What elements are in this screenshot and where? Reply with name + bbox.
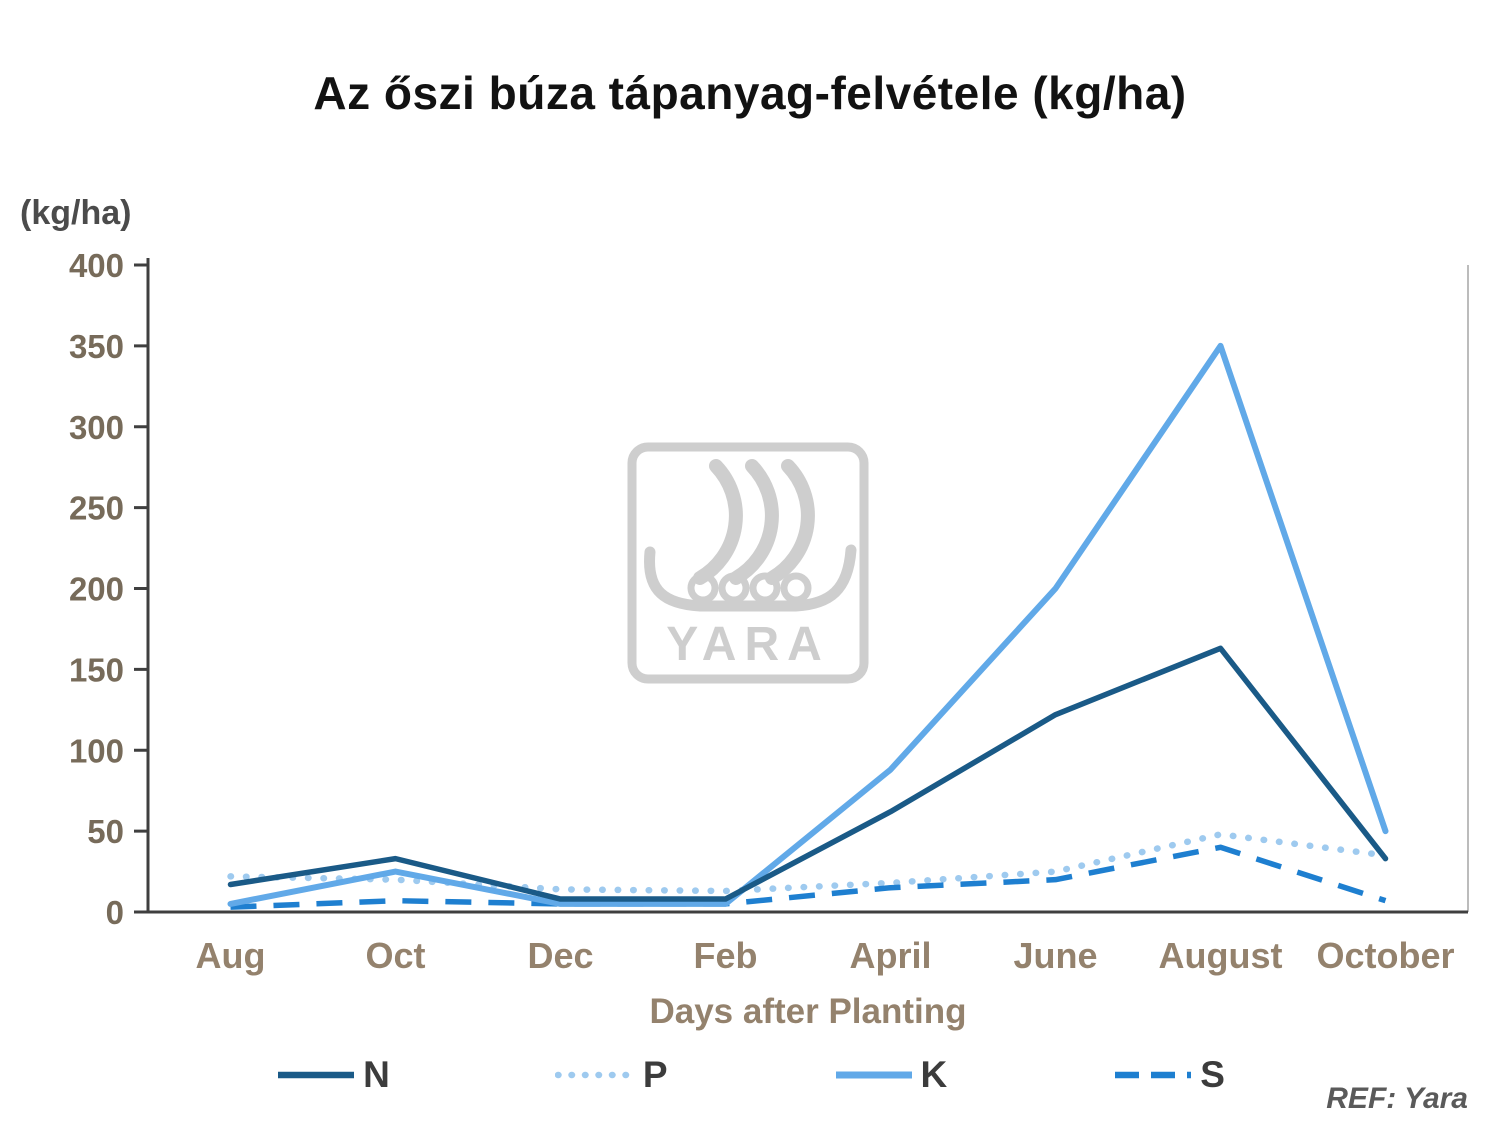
legend-item-k: K: [833, 1054, 948, 1096]
legend-label-p: P: [642, 1054, 668, 1095]
yara-watermark-text: YARA: [666, 618, 830, 671]
page-title: Az őszi búza tápanyag-felvétele (kg/ha): [313, 67, 1187, 119]
svg-text:50: 50: [87, 813, 124, 850]
legend-label-k: K: [920, 1054, 948, 1095]
legend-line-n-sample: [278, 1071, 355, 1079]
svg-text:300: 300: [69, 409, 124, 446]
svg-text:August: August: [1159, 935, 1283, 976]
legend-line-s-sample: [1115, 1071, 1192, 1079]
svg-text:150: 150: [69, 651, 124, 688]
legend-item-s: S: [1112, 1054, 1225, 1096]
svg-text:Dec: Dec: [527, 935, 593, 976]
legend-item-p: P: [554, 1054, 668, 1096]
legend-line-k-sample: [835, 1071, 912, 1079]
y-axis-unit-label: (kg/ha): [20, 194, 132, 232]
svg-text:June: June: [1013, 935, 1097, 976]
svg-text:0: 0: [106, 894, 124, 931]
legend-label-n: N: [363, 1054, 390, 1095]
svg-text:400: 400: [69, 247, 124, 284]
chart-legend: N P K S: [0, 1054, 1500, 1096]
svg-text:250: 250: [69, 490, 124, 527]
svg-text:200: 200: [69, 571, 124, 608]
svg-text:Aug: Aug: [196, 935, 266, 976]
svg-text:Oct: Oct: [365, 935, 425, 976]
svg-text:October: October: [1316, 935, 1454, 976]
yara-watermark-logo: YARA: [627, 442, 869, 684]
svg-text:Feb: Feb: [693, 935, 757, 976]
legend-item-n: N: [275, 1054, 390, 1096]
x-axis-title: Days after Planting: [649, 992, 967, 1031]
reference-credit: REF: Yara: [1326, 1082, 1468, 1115]
legend-label-s: S: [1200, 1054, 1225, 1095]
legend-line-p-sample: [554, 1071, 637, 1079]
svg-text:April: April: [849, 935, 931, 976]
svg-text:350: 350: [69, 328, 124, 365]
svg-text:100: 100: [69, 732, 124, 769]
